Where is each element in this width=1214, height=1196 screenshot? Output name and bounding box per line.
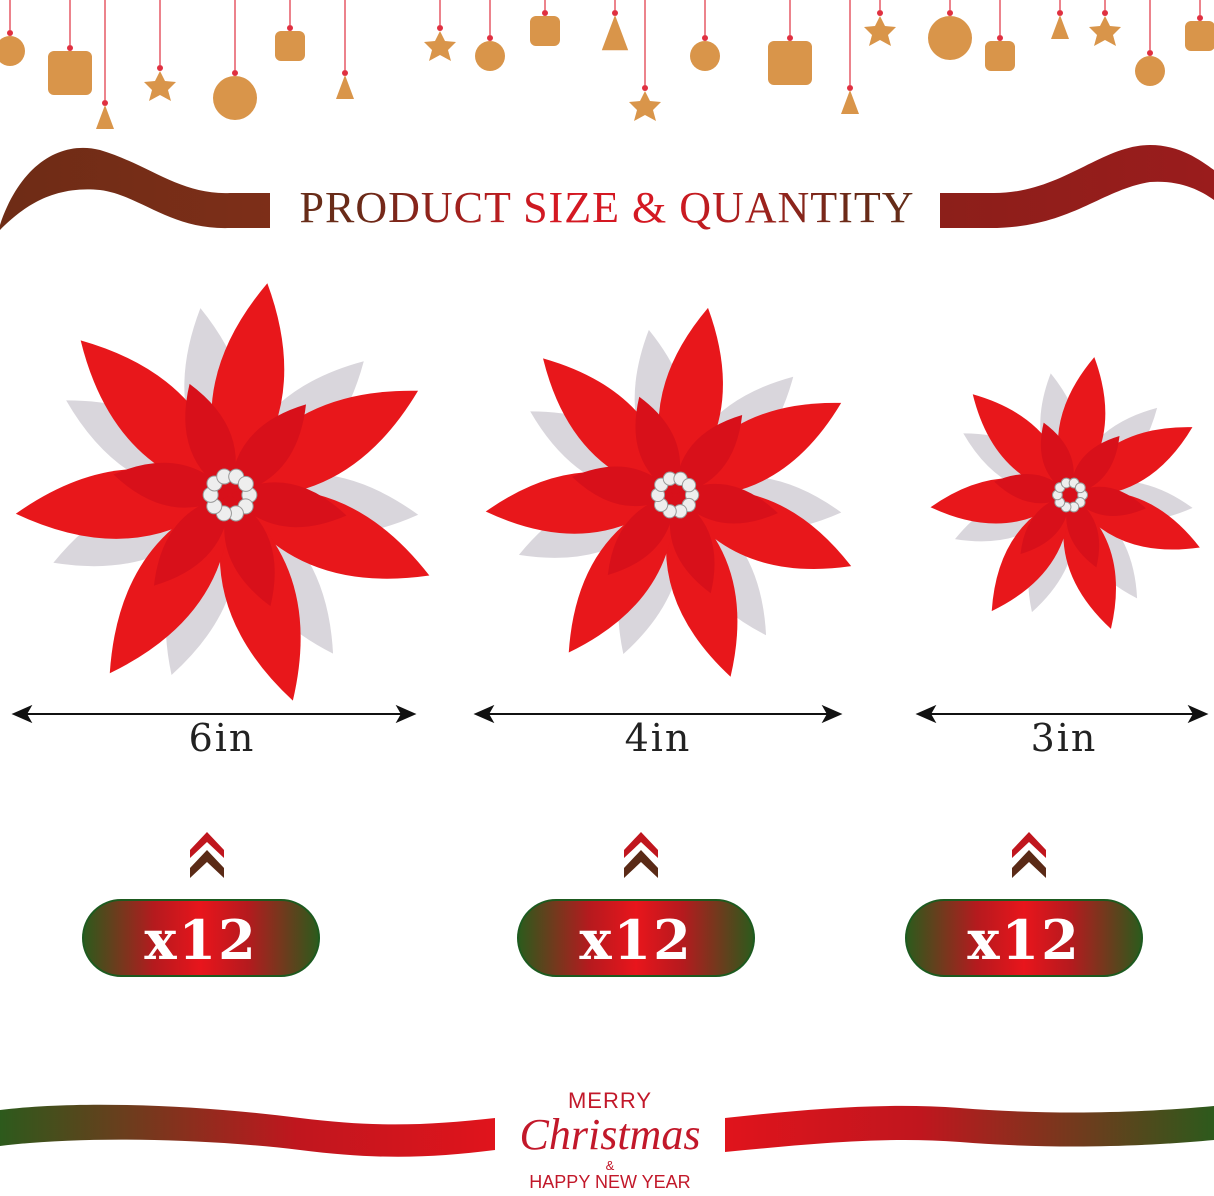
hanging-ornament-icon — [601, 0, 629, 51]
berry — [681, 478, 697, 493]
hanging-ornament-icon — [629, 0, 661, 121]
inner-petal — [675, 414, 743, 495]
page-title: PRODUCT SIZE & QUANTITY — [0, 180, 1214, 236]
inner-petal — [224, 495, 275, 607]
inner-petal — [1020, 495, 1070, 554]
hanging-ornament-icon — [690, 0, 720, 71]
quantity-badge-small: x12 — [905, 899, 1143, 977]
inner-petal — [994, 474, 1070, 504]
hanging-ornament-icon — [475, 0, 505, 71]
hanging-ornament-icon — [424, 0, 456, 61]
hanging-ornament-icon — [768, 0, 812, 85]
hanging-ornament-icon — [96, 0, 114, 129]
poinsettia-large — [15, 283, 430, 701]
greeting-happy-new-year: HAPPY NEW YEAR — [529, 1172, 691, 1192]
poinsettia-medium — [485, 307, 852, 677]
hanging-ornament-icon — [1135, 0, 1165, 86]
hanging-ornament-icon — [530, 0, 560, 46]
inner-petal — [1040, 422, 1074, 495]
hanging-ornament-icon — [928, 0, 972, 60]
chevron-up-icon — [624, 832, 658, 878]
hanging-ornament-icon — [275, 0, 305, 61]
hanging-ornament-icon — [985, 0, 1015, 71]
hanging-ornament-icon — [1185, 0, 1214, 51]
berry — [1074, 482, 1086, 494]
inner-petal — [669, 495, 715, 594]
ribbon-bottom-right — [725, 1105, 1214, 1152]
size-label-medium: 4in — [624, 716, 692, 760]
hanging-ornament-icon — [864, 0, 896, 46]
inner-petal — [1070, 436, 1120, 495]
inner-petal — [153, 495, 230, 586]
greeting-ampersand: & — [605, 1158, 615, 1173]
size-label-small: 3in — [1030, 716, 1098, 760]
hanging-ornament-icon — [1089, 0, 1121, 46]
inner-petal — [607, 495, 675, 576]
inner-petal — [1066, 495, 1100, 568]
red-petal — [543, 358, 675, 495]
inner-petal — [572, 466, 675, 507]
hanging-ornament-icon — [1051, 0, 1069, 39]
inner-petal — [113, 462, 230, 508]
chevron-up-icon — [190, 832, 224, 878]
ribbon-right — [940, 145, 1214, 228]
greeting-christmas: Christmas — [519, 1110, 701, 1159]
hanging-ornament-icon — [841, 0, 859, 114]
inner-petal — [230, 482, 347, 528]
hanging-ornament-icon — [0, 0, 25, 66]
inner-petal — [185, 383, 236, 495]
hanging-ornament-icon — [213, 0, 257, 120]
quantity-badge-medium: x12 — [517, 899, 755, 977]
quantity-badge-large: x12 — [82, 899, 320, 977]
inner-petal — [675, 483, 778, 524]
red-petal — [80, 340, 230, 495]
hanging-ornament-icon — [336, 0, 354, 99]
berry — [237, 475, 254, 492]
hanging-ornament-icon — [144, 0, 176, 101]
poinsettia-small — [930, 357, 1200, 629]
chevron-up-icon — [1012, 832, 1046, 878]
ribbon-left — [0, 147, 270, 230]
size-label-large: 6in — [188, 716, 256, 760]
red-petal — [972, 394, 1070, 495]
inner-petal — [635, 396, 681, 495]
hanging-ornaments — [0, 0, 1214, 129]
hanging-ornament-icon — [48, 0, 92, 95]
greeting-merry: MERRY — [567, 1088, 653, 1113]
ribbon-bottom-left — [0, 1104, 495, 1157]
inner-petal — [1070, 486, 1146, 516]
inner-petal — [230, 404, 307, 495]
